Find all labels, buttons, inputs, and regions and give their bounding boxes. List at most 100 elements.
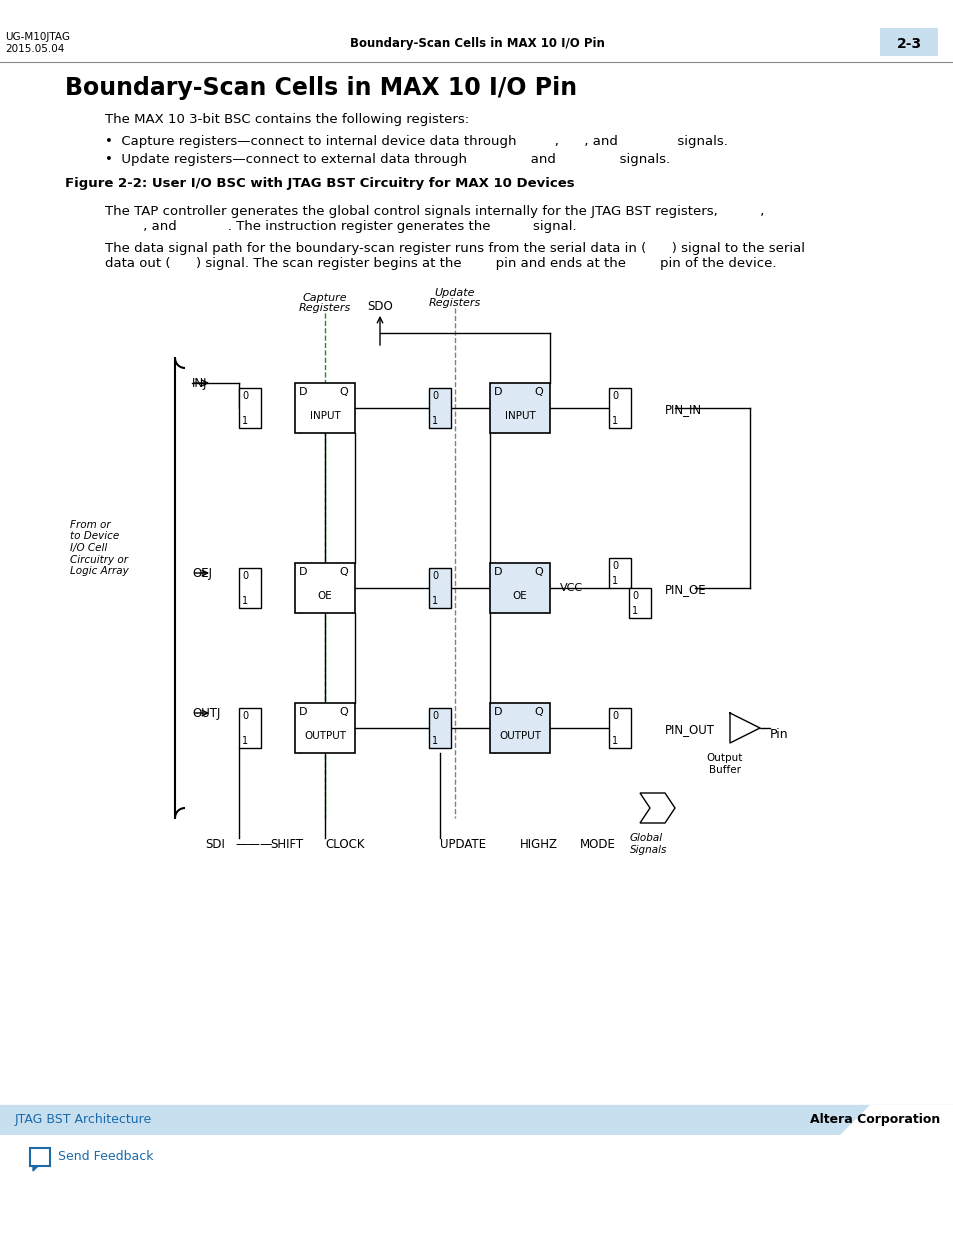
Polygon shape <box>299 605 307 613</box>
Text: SHIFT: SHIFT <box>270 839 303 851</box>
Text: CLOCK: CLOCK <box>325 839 364 851</box>
FancyBboxPatch shape <box>429 388 451 429</box>
Text: INPUT: INPUT <box>310 411 340 421</box>
FancyBboxPatch shape <box>490 383 550 433</box>
Text: OEJ: OEJ <box>192 567 212 579</box>
Text: D: D <box>298 387 307 396</box>
Text: OUTPUT: OUTPUT <box>498 731 540 741</box>
Text: 1: 1 <box>612 576 618 585</box>
Polygon shape <box>495 745 501 753</box>
Text: PIN_IN: PIN_IN <box>664 403 701 416</box>
Polygon shape <box>639 793 675 823</box>
Text: 0: 0 <box>612 561 618 571</box>
Polygon shape <box>495 425 501 433</box>
Text: •  Update registers—connect to external data through               and          : • Update registers—connect to external d… <box>105 153 669 165</box>
Text: Output
Buffer: Output Buffer <box>706 753 742 774</box>
Text: 0: 0 <box>432 571 437 580</box>
Text: Q: Q <box>338 387 348 396</box>
FancyBboxPatch shape <box>429 568 451 608</box>
FancyBboxPatch shape <box>608 708 630 748</box>
Polygon shape <box>299 745 307 753</box>
Text: ———: ——— <box>234 839 273 851</box>
FancyBboxPatch shape <box>628 588 650 618</box>
Text: Q: Q <box>338 706 348 718</box>
Text: 0: 0 <box>432 711 437 721</box>
FancyBboxPatch shape <box>608 558 630 588</box>
FancyBboxPatch shape <box>294 703 355 753</box>
Text: PIN_OUT: PIN_OUT <box>664 722 714 736</box>
FancyBboxPatch shape <box>608 388 630 429</box>
Polygon shape <box>729 713 760 743</box>
Text: 1: 1 <box>612 736 618 746</box>
Text: 1: 1 <box>631 606 638 616</box>
Text: OE: OE <box>512 592 527 601</box>
Text: PIN_OE: PIN_OE <box>664 583 706 597</box>
Text: JTAG BST Architecture: JTAG BST Architecture <box>15 1114 152 1126</box>
Text: 0: 0 <box>612 711 618 721</box>
Text: Send Feedback: Send Feedback <box>58 1151 153 1163</box>
Text: 0: 0 <box>432 391 437 401</box>
Text: INPUT: INPUT <box>504 411 535 421</box>
Text: Boundary-Scan Cells in MAX 10 I/O Pin: Boundary-Scan Cells in MAX 10 I/O Pin <box>65 77 577 100</box>
Text: VCC: VCC <box>559 583 582 593</box>
Text: HIGHZ: HIGHZ <box>519 839 558 851</box>
Text: 1: 1 <box>432 597 437 606</box>
Text: 0: 0 <box>242 571 248 580</box>
Text: SDI: SDI <box>205 839 225 851</box>
Text: INJ: INJ <box>192 377 208 389</box>
Text: 1: 1 <box>612 416 618 426</box>
Polygon shape <box>299 425 307 433</box>
Polygon shape <box>840 1105 953 1135</box>
FancyBboxPatch shape <box>490 703 550 753</box>
Text: The MAX 10 3-bit BSC contains the following registers:: The MAX 10 3-bit BSC contains the follow… <box>105 112 469 126</box>
Text: 1: 1 <box>242 416 248 426</box>
Text: Capture: Capture <box>302 293 347 303</box>
Text: SDO: SDO <box>367 300 393 312</box>
FancyBboxPatch shape <box>294 563 355 613</box>
Text: D: D <box>494 387 502 396</box>
Text: OUTPUT: OUTPUT <box>304 731 346 741</box>
Text: Q: Q <box>534 567 542 577</box>
Text: D: D <box>494 567 502 577</box>
Text: •  Capture registers—connect to internal device data through         ,      , an: • Capture registers—connect to internal … <box>105 135 727 148</box>
Text: Registers: Registers <box>298 303 351 312</box>
Text: D: D <box>494 706 502 718</box>
FancyBboxPatch shape <box>239 708 261 748</box>
Text: 1: 1 <box>432 736 437 746</box>
Text: 1: 1 <box>242 597 248 606</box>
Text: 2-3: 2-3 <box>896 37 921 51</box>
Text: OUTJ: OUTJ <box>192 706 220 720</box>
Polygon shape <box>495 605 501 613</box>
Text: Pin: Pin <box>769 727 788 741</box>
Text: data out (      ) signal. The scan register begins at the        pin and ends at: data out ( ) signal. The scan register b… <box>105 257 776 270</box>
Text: From or
to Device
I/O Cell
Circuitry or
Logic Array: From or to Device I/O Cell Circuitry or … <box>70 520 129 577</box>
Text: Q: Q <box>338 567 348 577</box>
FancyBboxPatch shape <box>879 28 937 56</box>
Text: 0: 0 <box>612 391 618 401</box>
Text: UG-M10JTAG: UG-M10JTAG <box>5 32 70 42</box>
Text: 2015.05.04: 2015.05.04 <box>5 44 64 54</box>
FancyBboxPatch shape <box>0 1105 869 1135</box>
FancyBboxPatch shape <box>294 383 355 433</box>
Text: D: D <box>298 567 307 577</box>
Text: Q: Q <box>534 387 542 396</box>
Text: 0: 0 <box>631 592 638 601</box>
Polygon shape <box>33 1166 38 1171</box>
Text: D: D <box>298 706 307 718</box>
Text: Figure 2-2: User I/O BSC with JTAG BST Circuitry for MAX 10 Devices: Figure 2-2: User I/O BSC with JTAG BST C… <box>65 177 574 190</box>
FancyBboxPatch shape <box>429 708 451 748</box>
Text: OE: OE <box>317 592 332 601</box>
Text: Q: Q <box>534 706 542 718</box>
Text: Boundary-Scan Cells in MAX 10 I/O Pin: Boundary-Scan Cells in MAX 10 I/O Pin <box>349 37 604 49</box>
Text: Altera Corporation: Altera Corporation <box>809 1114 939 1126</box>
Text: Registers: Registers <box>429 298 480 308</box>
FancyBboxPatch shape <box>490 563 550 613</box>
FancyBboxPatch shape <box>30 1149 50 1166</box>
FancyBboxPatch shape <box>239 388 261 429</box>
Text: MODE: MODE <box>579 839 616 851</box>
Text: 1: 1 <box>432 416 437 426</box>
Text: UPDATE: UPDATE <box>439 839 486 851</box>
Text: 0: 0 <box>242 711 248 721</box>
Text: The data signal path for the boundary-scan register runs from the serial data in: The data signal path for the boundary-sc… <box>105 242 804 254</box>
FancyBboxPatch shape <box>239 568 261 608</box>
